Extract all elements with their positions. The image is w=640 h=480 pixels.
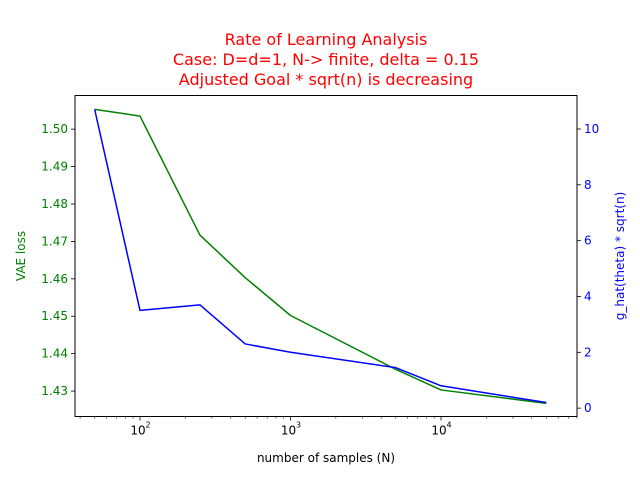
- y-tick-label-left: 1.45: [41, 309, 68, 323]
- y-tick-label-right: 6: [584, 234, 592, 248]
- x-tick-exponent: 3: [296, 421, 301, 430]
- chart-title: Rate of Learning Analysis Case: D=d=1, N…: [173, 30, 479, 89]
- x-tick-exponent: 2: [145, 421, 150, 430]
- y-tick-label-left: 1.44: [41, 347, 68, 361]
- title-line-3: Adjusted Goal * sqrt(n) is decreasing: [179, 70, 473, 89]
- y-axis-label-left: VAE loss: [14, 231, 28, 281]
- y-tick-label-left: 1.43: [41, 384, 68, 398]
- y-tick-label-left: 1.48: [41, 197, 68, 211]
- y-axis-label-right: g_hat(theta) * sqrt(n): [613, 192, 627, 321]
- y-tick-label-left: 1.50: [41, 122, 68, 136]
- y-tick-label-left: 1.49: [41, 160, 68, 174]
- x-axis-label: number of samples (N): [257, 451, 395, 465]
- x-tick-label: 10: [431, 424, 446, 438]
- series-line-right: [93, 109, 547, 404]
- plot-area: [93, 108, 547, 405]
- x-tick-label: 10: [281, 424, 296, 438]
- y-tick-label-right: 2: [584, 345, 592, 359]
- x-tick-label: 10: [130, 424, 145, 438]
- y-tick-label-right: 10: [584, 122, 599, 136]
- y-tick-label-right: 4: [584, 289, 592, 303]
- axes: 10 2 10 3 10 41.431.441.451.461.471.481.491.5…: [41, 122, 599, 438]
- x-tick-exponent: 4: [447, 421, 452, 430]
- title-line-2: Case: D=d=1, N-> finite, delta = 0.15: [173, 50, 479, 69]
- plot-frame: [74, 95, 578, 417]
- series-line-left: [94, 108, 547, 405]
- title-line-1: Rate of Learning Analysis: [225, 30, 428, 49]
- y-tick-label-right: 0: [584, 401, 592, 415]
- y-tick-label-left: 1.47: [41, 234, 68, 248]
- y-tick-label-right: 8: [584, 178, 592, 192]
- y-tick-label-left: 1.46: [41, 272, 68, 286]
